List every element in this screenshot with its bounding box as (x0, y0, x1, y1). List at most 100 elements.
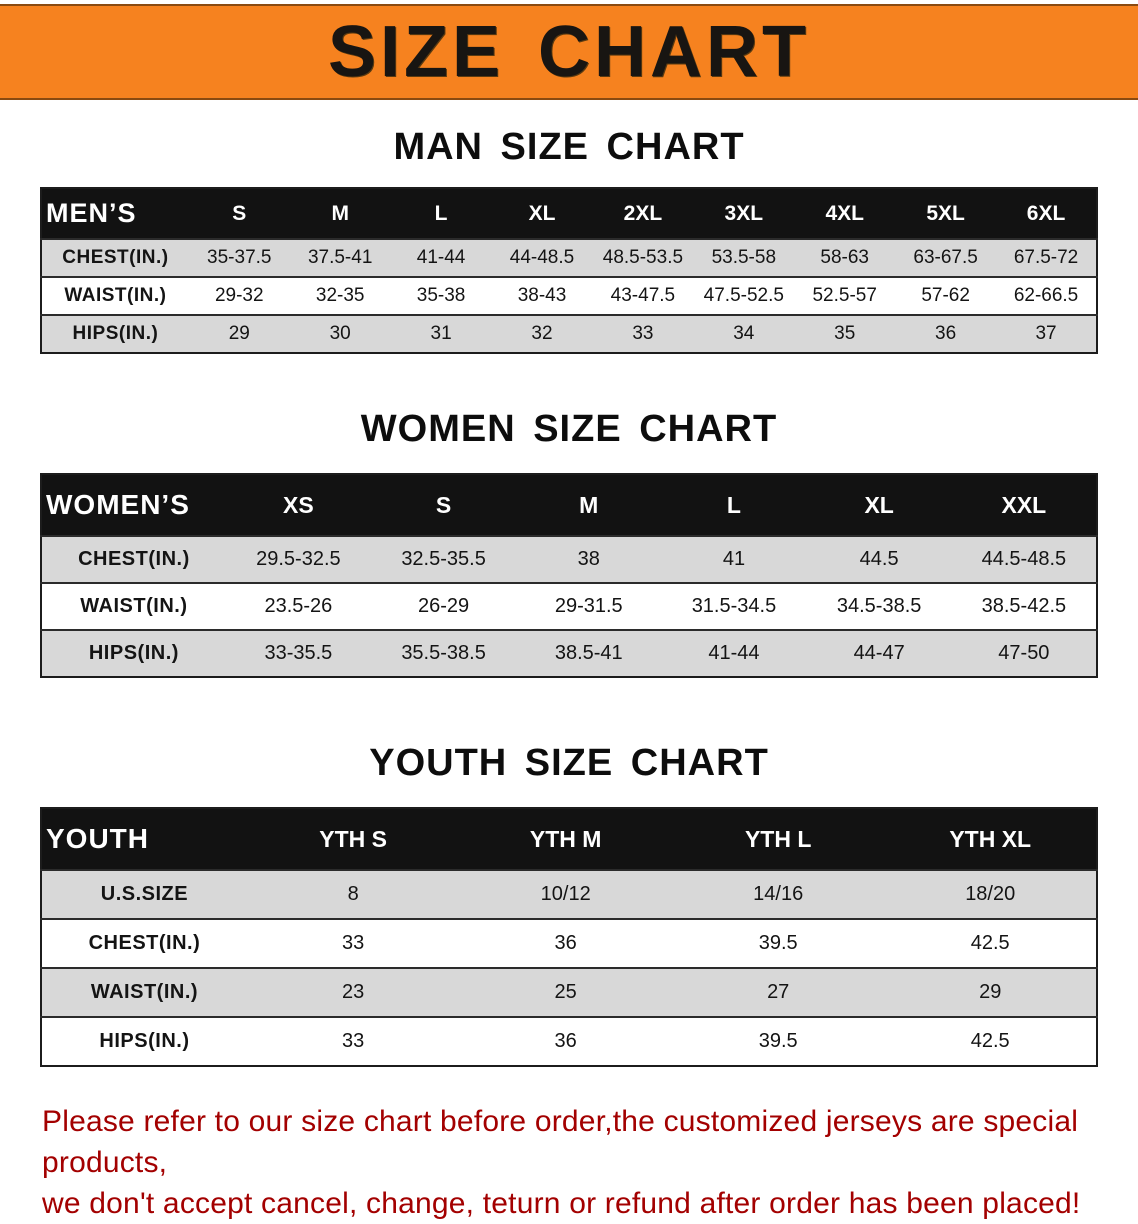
size-value: 41-44 (416, 247, 466, 268)
size-value: 33-35.5 (264, 642, 333, 664)
column-header: 3XL (693, 188, 795, 239)
row-label: WAIST(IN.) (90, 981, 199, 1003)
disclaimer: Please refer to our size chart before or… (40, 1101, 1098, 1224)
size-value: 41 (722, 548, 746, 570)
men-table: MEN’S S M L XL 2XL 3XL 4XL 5XL 6XL CHEST(IN.) 35-37… (40, 187, 1098, 354)
table-row: CHEST(IN.) 29.5-32.5 32.5-35.5 38 41 44.5 44.5… (41, 536, 1097, 583)
size-value: 34 (733, 323, 755, 344)
men-section-heading: MAN SIZE CHART (393, 126, 745, 168)
size-value: 35 (834, 323, 856, 344)
size-value: 44.5 (859, 548, 899, 570)
table-header-label: WOMEN’S (41, 474, 226, 536)
row-label: CHEST(IN.) (78, 548, 190, 570)
size-value: 31 (430, 323, 452, 344)
column-header: XXL (951, 474, 1097, 536)
disclaimer-line-1: Please refer to our size chart before or… (42, 1105, 1079, 1179)
table-row: HIPS(IN.) 33 36 39.5 42.5 (41, 1017, 1097, 1066)
size-value: 18/20 (965, 883, 1016, 905)
size-value: 23 (342, 981, 365, 1003)
row-label: U.S.SIZE (100, 883, 189, 905)
column-header: S (188, 188, 290, 239)
table-header-row: WOMEN’S XS S M L XL XXL (41, 474, 1097, 536)
size-value: 36 (554, 932, 577, 954)
size-value: 52.5-57 (812, 285, 877, 306)
size-value: 29-31.5 (554, 595, 623, 617)
table-row: CHEST(IN.) 33 36 39.5 42.5 (41, 919, 1097, 968)
size-value: 42.5 (970, 932, 1010, 954)
size-value: 36 (554, 1030, 577, 1052)
size-value: 43-47.5 (610, 285, 676, 306)
column-header: M (289, 188, 391, 239)
size-value: 26-29 (418, 595, 470, 617)
table-row: HIPS(IN.) 29 30 31 32 33 34 35 36 37 (41, 315, 1097, 353)
row-label: CHEST(IN.) (88, 932, 201, 954)
size-value: 25 (554, 981, 577, 1003)
men-size-section: MAN SIZE CHART MEN’S S M L XL 2XL 3XL 4XL 5XL 6XL… (40, 126, 1098, 354)
size-value: 31.5-34.5 (691, 595, 777, 617)
size-value: 23.5-26 (264, 595, 333, 617)
size-value: 8 (347, 883, 359, 905)
disclaimer-line-2: we don't accept cancel, change, teturn o… (42, 1187, 1081, 1220)
size-value: 39.5 (758, 1030, 798, 1052)
size-value: 42.5 (970, 1030, 1010, 1052)
row-label: CHEST(IN.) (62, 247, 169, 268)
size-value: 38.5-42.5 (981, 595, 1067, 617)
row-label: WAIST(IN.) (80, 595, 188, 617)
size-value: 37.5-41 (307, 247, 373, 268)
size-value: 33 (632, 323, 654, 344)
size-value: 32-35 (315, 285, 365, 306)
women-section-heading: WOMEN SIZE CHART (360, 408, 778, 450)
size-value: 32 (531, 323, 553, 344)
men-size-table: MEN’S S M L XL 2XL 3XL 4XL 5XL 6XL CHEST(IN.) 35-37… (40, 187, 1098, 354)
size-value: 29-32 (214, 285, 264, 306)
column-header: 2XL (592, 188, 694, 239)
size-value: 37 (1035, 323, 1057, 344)
size-value: 10/12 (540, 883, 591, 905)
column-header: YTH S (246, 808, 460, 870)
table-row: CHEST(IN.) 35-37.5 37.5-41 41-44 44-48.5 48.5… (41, 239, 1097, 277)
size-value: 35.5-38.5 (401, 642, 486, 664)
row-label: HIPS(IN.) (72, 323, 159, 344)
size-value: 39.5 (758, 932, 798, 954)
size-value: 58-63 (820, 247, 870, 268)
page-title: SIZE CHART (328, 12, 810, 92)
size-value: 33 (342, 932, 365, 954)
size-value: 36 (935, 323, 957, 344)
column-header: L (661, 474, 807, 536)
size-value: 44-47 (853, 642, 905, 664)
youth-section-heading: YOUTH SIZE CHART (369, 742, 769, 784)
column-header: XL (806, 474, 952, 536)
size-value: 34.5-38.5 (836, 595, 922, 617)
youth-size-table: YOUTH YTH S YTH M YTH L YTH XL U.S.SIZE 8 10/12… (40, 807, 1098, 1067)
size-value: 67.5-72 (1013, 247, 1079, 268)
size-chart-page: SIZE CHART MAN SIZE CHART MEN’S S M L XL 2XL 3… (0, 4, 1138, 1220)
size-value: 38-43 (517, 285, 567, 306)
column-header: YTH M (459, 808, 672, 870)
row-label: HIPS(IN.) (88, 642, 179, 664)
table-row: WAIST(IN.) 23 25 27 29 (41, 968, 1097, 1017)
column-header: 6XL (996, 188, 1097, 239)
column-header: L (390, 188, 492, 239)
row-label: HIPS(IN.) (99, 1030, 190, 1052)
content: MAN SIZE CHART MEN’S S M L XL 2XL 3XL 4XL 5XL 6XL… (0, 126, 1138, 1224)
size-value: 29.5-32.5 (256, 548, 341, 570)
column-header: S (370, 474, 517, 536)
table-header-label: MEN’S (41, 188, 189, 239)
column-header: YTH XL (884, 808, 1097, 870)
size-value: 29 (228, 323, 250, 344)
table-header-row: YOUTH YTH S YTH M YTH L YTH XL (41, 808, 1097, 870)
column-header: XL (491, 188, 593, 239)
size-value: 29 (979, 981, 1002, 1003)
size-value: 27 (767, 981, 790, 1003)
table-row: WAIST(IN.) 29-32 32-35 35-38 38-43 43-47.5 47.… (41, 277, 1097, 315)
size-value: 38.5-41 (554, 642, 623, 664)
column-header: M (516, 474, 662, 536)
size-value: 57-62 (921, 285, 970, 306)
size-value: 48.5-53.5 (602, 247, 684, 268)
size-value: 30 (329, 323, 351, 344)
size-value: 14/16 (753, 883, 804, 905)
size-value: 47-50 (998, 642, 1050, 664)
column-header: 5XL (895, 188, 997, 239)
youth-size-section: YOUTH SIZE CHART YOUTH YTH S YTH M YTH L YTH… (40, 742, 1098, 1067)
women-table: WOMEN’S XS S M L XL XXL CHEST(IN.) 29.5-32.5 32.5… (40, 473, 1098, 678)
